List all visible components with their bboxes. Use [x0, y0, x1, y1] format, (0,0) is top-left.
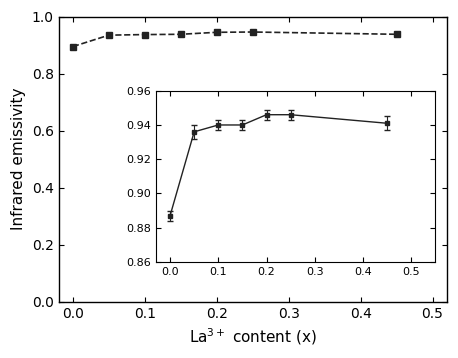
Y-axis label: Infrared emissivity: Infrared emissivity — [11, 88, 26, 231]
X-axis label: La$^{3+}$ content (x): La$^{3+}$ content (x) — [189, 326, 316, 347]
